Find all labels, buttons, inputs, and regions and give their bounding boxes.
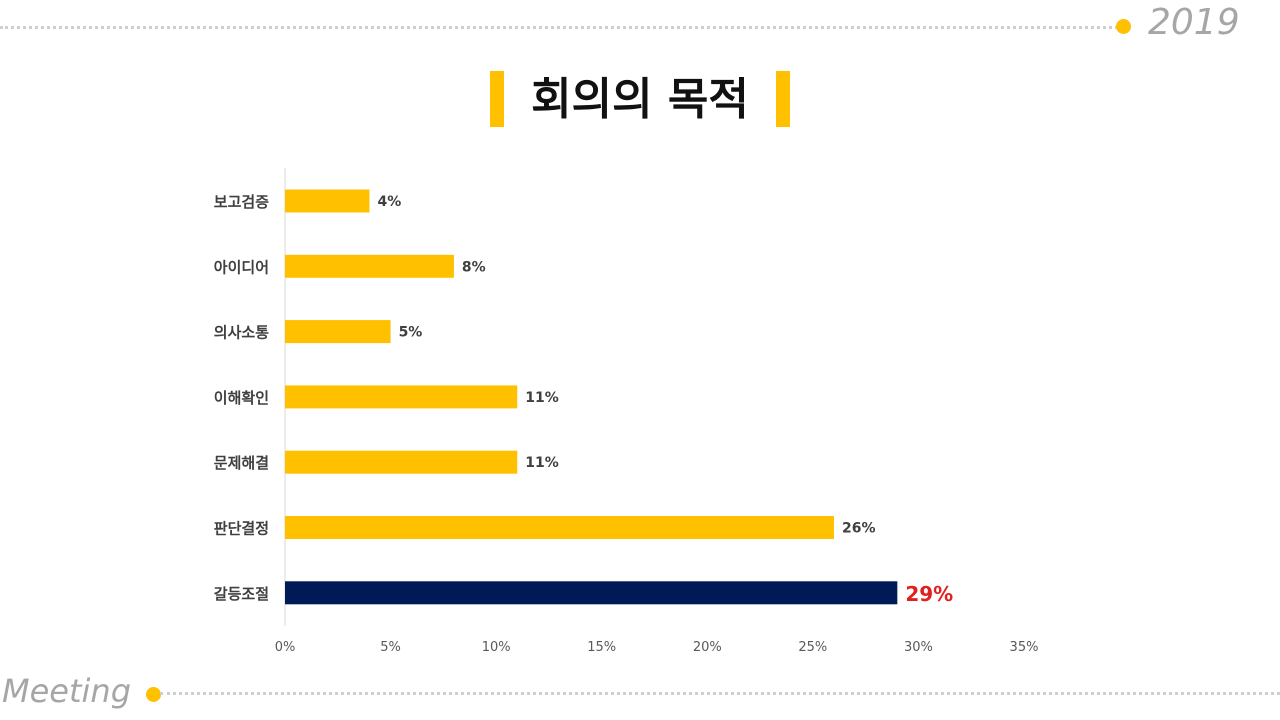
category-label: 보고검증 bbox=[214, 193, 269, 211]
bar bbox=[285, 516, 834, 539]
value-label: 26% bbox=[842, 521, 876, 537]
value-label: 4% bbox=[377, 194, 401, 210]
bottom-dotted-line bbox=[160, 692, 1280, 695]
x-tick-label: 20% bbox=[693, 640, 722, 655]
bar bbox=[285, 189, 370, 213]
title-left-bar bbox=[490, 71, 504, 127]
value-label: 8% bbox=[462, 259, 486, 275]
top-dot-marker bbox=[1116, 19, 1131, 34]
value-label-highlight: 29% bbox=[905, 582, 953, 606]
x-tick-label: 35% bbox=[1010, 640, 1039, 655]
category-label: 문제해결 bbox=[214, 454, 269, 472]
x-tick-label: 15% bbox=[587, 640, 616, 655]
category-label: 의사소통 bbox=[214, 324, 269, 342]
bar bbox=[285, 254, 454, 278]
year-label: 2019 bbox=[1148, 2, 1240, 43]
x-tick-label: 5% bbox=[380, 640, 401, 655]
value-label: 11% bbox=[525, 455, 559, 471]
bar bbox=[285, 320, 391, 344]
x-tick-label: 0% bbox=[275, 640, 296, 655]
category-label: 아이디어 bbox=[214, 258, 269, 276]
value-label: 11% bbox=[525, 390, 559, 406]
bar-highlight bbox=[285, 581, 898, 605]
x-tick-label: 30% bbox=[904, 640, 933, 655]
x-tick-label: 25% bbox=[798, 640, 827, 655]
category-label: 갈등조절 bbox=[214, 585, 269, 603]
footer-label: Meeting bbox=[2, 672, 132, 710]
category-label: 판단결정 bbox=[214, 520, 269, 538]
title-right-bar bbox=[776, 71, 790, 127]
page-title: 회의의 목적 bbox=[531, 74, 749, 125]
category-label: 이해확인 bbox=[214, 389, 269, 407]
top-dotted-line bbox=[0, 26, 1118, 29]
value-label: 5% bbox=[399, 325, 423, 341]
bottom-dot-marker bbox=[146, 687, 161, 702]
bar bbox=[285, 385, 518, 409]
x-tick-label: 10% bbox=[482, 640, 511, 655]
bar bbox=[285, 450, 518, 474]
